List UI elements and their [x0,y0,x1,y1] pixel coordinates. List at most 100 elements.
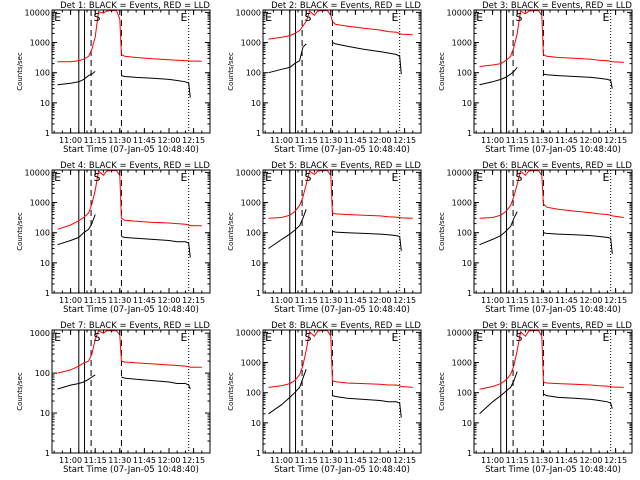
x-tick-label: 12:00 [157,456,180,465]
y-tick-label: 10000 [447,8,472,17]
series-line-events [268,209,307,249]
region-label: E [180,331,187,344]
x-tick-label: 11:30 [108,296,131,305]
x-tick-label: 11:00 [270,456,293,465]
series-group [268,10,413,75]
x-tick-label: 11:00 [59,136,82,145]
y-tick-label: 100 [35,229,50,238]
region-label: E [476,331,483,344]
x-tick-label: 11:15 [506,456,529,465]
plot-frame [51,9,211,134]
x-tick-label: 11:30 [319,296,342,305]
y-axis-label: Counts/sec [438,212,446,251]
x-tick-label: 11:00 [59,456,82,465]
x-tick-label: 11:30 [530,456,553,465]
region-label: S [94,11,101,24]
x-tick-label: 12:00 [368,296,391,305]
x-tick-label: 11:45 [133,456,156,465]
x-tick-label: 11:30 [108,136,131,145]
plot-frame [473,169,633,294]
region-label: S [305,11,312,24]
x-tick-label: 11:30 [319,136,342,145]
x-tick-label: 11:45 [133,136,156,145]
y-tick-label: 10 [462,419,472,428]
x-tick-label: 11:30 [530,136,553,145]
y-tick-label: 1000 [452,199,472,208]
series-line-lld [268,330,413,388]
x-tick-label: 12:00 [579,456,602,465]
y-tick-label: 1000 [30,39,50,48]
y-tick-label: 10000 [25,168,50,177]
series-line-events [121,75,191,98]
y-axis-label: Counts/sec [227,372,235,411]
y-tick-label: 10 [251,259,261,268]
chart-title: Det 3: BLACK = Events, RED = LLD [482,1,632,11]
y-axis-label: Counts/sec [227,212,235,251]
region-label: E [602,171,609,184]
region-label: E [476,11,483,24]
plot-frame [473,9,633,134]
series-line-events [121,376,191,390]
x-tick-label: 11:00 [270,296,293,305]
chart-title: Det 7: BLACK = Events, RED = LLD [60,321,210,331]
y-axis-label: Counts/sec [16,372,24,411]
region-label: E [391,171,398,184]
series-group [479,10,624,89]
series-line-events [332,42,402,75]
region-label: E [54,331,61,344]
series-line-events [57,374,96,390]
region-label: E [391,331,398,344]
series-line-lld [57,330,202,374]
x-tick-label: 11:15 [506,136,529,145]
x-tick-label: 11:45 [555,456,578,465]
x-tick-label: 11:15 [506,296,529,305]
x-axis-label: Start Time (07-Jan-05 10:48:40) [485,305,621,315]
plot-frame [262,9,422,134]
region-label: E [391,11,398,24]
y-axis-label: Counts/sec [438,52,446,91]
y-tick-label: 10000 [25,8,50,17]
y-tick-label: 100 [457,69,472,78]
time-markers [289,10,401,133]
region-label: S [94,171,101,184]
region-label: E [180,11,187,24]
x-tick-label: 11:30 [108,456,131,465]
x-tick-label: 12:15 [393,456,416,465]
y-axis-label: Counts/sec [16,52,24,91]
time-markers [289,170,401,293]
series-line-lld [57,10,202,63]
chart-title: Det 4: BLACK = Events, RED = LLD [60,161,210,171]
series-line-lld [268,170,413,219]
x-axis-label: Start Time (07-Jan-05 10:48:40) [274,145,410,155]
x-tick-label: 11:45 [344,296,367,305]
y-tick-label: 100 [246,229,261,238]
region-label: S [94,331,101,344]
region-label: S [516,171,523,184]
region-label: E [602,11,609,24]
y-tick-label: 1000 [452,39,472,48]
x-tick-label: 11:15 [295,136,318,145]
x-axis-label: Start Time (07-Jan-05 10:48:40) [485,145,621,155]
y-tick-label: 1 [467,289,472,298]
x-tick-label: 11:45 [344,456,367,465]
x-tick-label: 11:15 [84,136,107,145]
x-tick-label: 11:15 [295,456,318,465]
x-tick-label: 11:00 [481,136,504,145]
y-tick-label: 1000 [241,39,261,48]
region-label: E [602,331,609,344]
series-line-lld [479,170,624,219]
y-tick-label: 10 [40,409,50,418]
series-line-events [479,67,518,86]
y-tick-label: 1 [467,129,472,138]
x-tick-label: 12:15 [604,136,627,145]
region-label: E [54,11,61,24]
